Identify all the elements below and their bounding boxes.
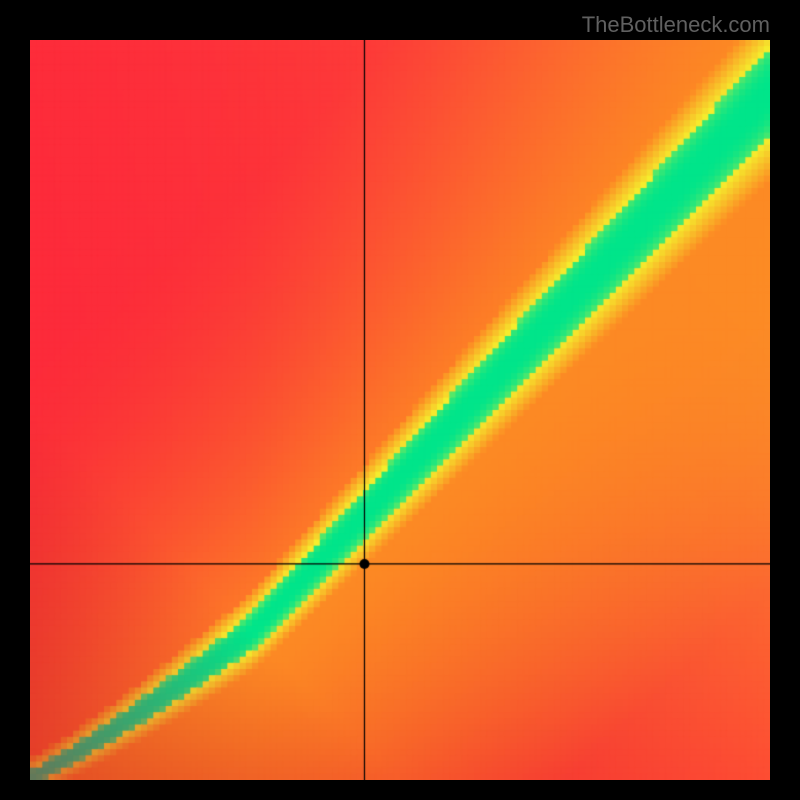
chart-container: TheBottleneck.com (0, 0, 800, 800)
bottleneck-heatmap (30, 40, 770, 780)
watermark-text: TheBottleneck.com (582, 12, 770, 38)
